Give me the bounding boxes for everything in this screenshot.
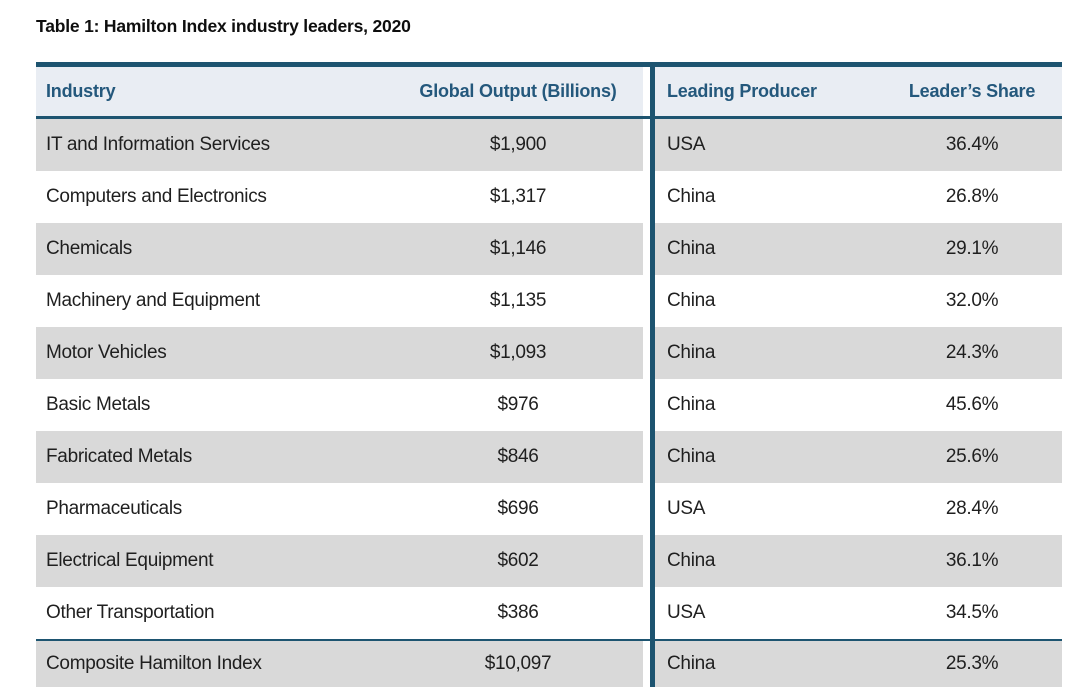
cell-leaders-share: 36.4%	[945, 134, 999, 155]
table-row: IT and Information Services $1,900 USA 3…	[36, 119, 1062, 171]
cell-global-output: $1,900	[489, 134, 547, 155]
cell-leading-producer: USA	[667, 498, 706, 519]
cell-industry: Other Transportation	[46, 602, 215, 623]
cell-leaders-share: 26.8%	[945, 186, 999, 207]
cell-leading-producer: China	[667, 290, 716, 311]
column-header-global-output: Global Output (Billions)	[419, 81, 617, 101]
vertical-divider	[650, 171, 655, 223]
cell-leaders-share: 28.4%	[945, 498, 999, 519]
vertical-divider	[650, 67, 655, 116]
table-row: Other Transportation $386 USA 34.5%	[36, 587, 1062, 639]
header-right-section: Leading Producer Leader’s Share	[655, 67, 1062, 116]
cell-leaders-share: 29.1%	[945, 238, 999, 259]
cell-global-output: $1,093	[489, 342, 547, 363]
cell-global-output: $1,146	[489, 238, 547, 259]
vertical-divider	[650, 535, 655, 587]
cell-global-output: $696	[497, 498, 539, 519]
vertical-divider	[650, 223, 655, 275]
cell-industry: Basic Metals	[46, 394, 151, 415]
cell-industry: Electrical Equipment	[46, 550, 214, 571]
table-title: Table 1: Hamilton Index industry leaders…	[36, 16, 411, 36]
vertical-divider	[650, 275, 655, 327]
table-header-row: Industry Global Output (Billions) Leadin…	[36, 67, 1062, 119]
column-gap	[643, 119, 650, 171]
cell-leading-producer: USA	[667, 134, 706, 155]
cell-global-output: $10,097	[484, 653, 552, 674]
table-row: Motor Vehicles $1,093 China 24.3%	[36, 327, 1062, 379]
cell-leading-producer: China	[667, 186, 716, 207]
cell-leading-producer: China	[667, 394, 716, 415]
cell-industry: Machinery and Equipment	[46, 290, 260, 311]
cell-industry: Chemicals	[46, 238, 132, 259]
column-gap	[643, 535, 650, 587]
table-row: Machinery and Equipment $1,135 China 32.…	[36, 275, 1062, 327]
cell-leaders-share: 45.6%	[945, 394, 999, 415]
cell-industry: Computers and Electronics	[46, 186, 267, 207]
cell-industry: Motor Vehicles	[46, 342, 167, 363]
cell-leading-producer: USA	[667, 602, 706, 623]
table-row: Basic Metals $976 China 45.6%	[36, 379, 1062, 431]
vertical-divider	[650, 119, 655, 171]
table-row: Pharmaceuticals $696 USA 28.4%	[36, 483, 1062, 535]
table-row: Fabricated Metals $846 China 25.6%	[36, 431, 1062, 483]
column-gap	[643, 379, 650, 431]
hamilton-index-table: Industry Global Output (Billions) Leadin…	[36, 62, 1062, 687]
cell-industry: Composite Hamilton Index	[46, 653, 262, 674]
column-gap	[643, 587, 650, 639]
cell-global-output: $386	[497, 602, 539, 623]
table-body: IT and Information Services $1,900 USA 3…	[36, 119, 1062, 639]
column-gap	[643, 223, 650, 275]
column-gap	[643, 641, 650, 687]
table-row-composite-total: Composite Hamilton Index $10,097 China 2…	[36, 641, 1062, 687]
column-gap	[643, 67, 650, 116]
column-header-industry: Industry	[46, 81, 116, 101]
table-row: Chemicals $1,146 China 29.1%	[36, 223, 1062, 275]
cell-global-output: $602	[497, 550, 539, 571]
cell-leading-producer: China	[667, 653, 716, 674]
vertical-divider	[650, 587, 655, 639]
cell-leaders-share: 36.1%	[945, 550, 999, 571]
cell-global-output: $1,135	[489, 290, 547, 311]
cell-leading-producer: China	[667, 446, 716, 467]
vertical-divider	[650, 327, 655, 379]
cell-industry: IT and Information Services	[46, 134, 270, 155]
cell-global-output: $846	[497, 446, 539, 467]
column-gap	[643, 275, 650, 327]
cell-leaders-share: 32.0%	[945, 290, 999, 311]
cell-leaders-share: 24.3%	[945, 342, 999, 363]
vertical-divider	[650, 379, 655, 431]
table-row: Computers and Electronics $1,317 China 2…	[36, 171, 1062, 223]
cell-industry: Fabricated Metals	[46, 446, 192, 467]
column-header-leading-producer: Leading Producer	[667, 81, 817, 101]
cell-industry: Pharmaceuticals	[46, 498, 182, 519]
cell-leading-producer: China	[667, 342, 716, 363]
total-row-separator	[36, 639, 1062, 641]
cell-global-output: $976	[497, 394, 539, 415]
header-left-section: Industry Global Output (Billions)	[36, 67, 643, 116]
cell-leaders-share: 25.3%	[945, 653, 999, 674]
column-header-leaders-share: Leader’s Share	[908, 81, 1036, 101]
cell-leading-producer: China	[667, 550, 716, 571]
column-gap	[643, 327, 650, 379]
cell-leaders-share: 34.5%	[945, 602, 999, 623]
table-row: Electrical Equipment $602 China 36.1%	[36, 535, 1062, 587]
cell-global-output: $1,317	[489, 186, 547, 207]
column-gap	[643, 483, 650, 535]
vertical-divider	[650, 431, 655, 483]
cell-leaders-share: 25.6%	[945, 446, 999, 467]
cell-leading-producer: China	[667, 238, 716, 259]
vertical-divider	[650, 641, 655, 687]
vertical-divider	[650, 483, 655, 535]
column-gap	[643, 171, 650, 223]
column-gap	[643, 431, 650, 483]
